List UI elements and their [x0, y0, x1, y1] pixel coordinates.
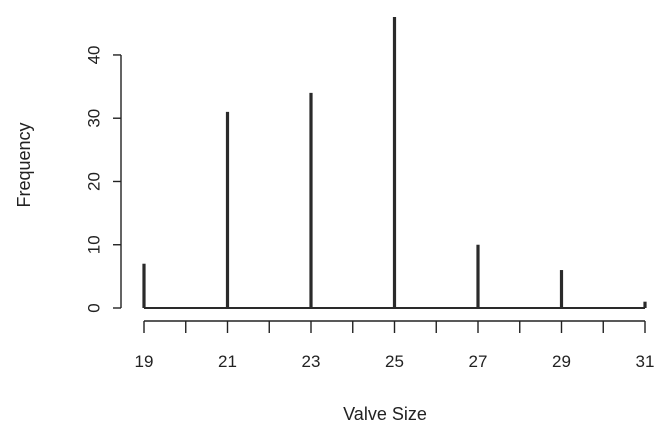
- x-axis-tick-label: 31: [636, 352, 655, 371]
- y-axis-tick-label: 0: [84, 303, 103, 312]
- x-axis-tick-label: 27: [469, 352, 488, 371]
- x-axis-title: Valve Size: [343, 404, 427, 424]
- x-axis-tick-label: 19: [135, 352, 154, 371]
- x-axis-tick-label: 23: [302, 352, 321, 371]
- bars-layer: [142, 17, 647, 309]
- y-axis-tick-label: 10: [84, 235, 103, 254]
- y-axis-title: Frequency: [14, 122, 34, 207]
- x-axis-tick-label: 21: [218, 352, 237, 371]
- x-axis: 19 21 23 25 27 29 31: [135, 320, 655, 371]
- y-axis-tick-label: 40: [84, 45, 103, 64]
- x-axis-tick-label: 29: [552, 352, 571, 371]
- x-axis-tick-label: 25: [385, 352, 404, 371]
- y-axis: 0 10 20 30 40: [84, 45, 122, 313]
- y-axis-tick-label: 20: [84, 172, 103, 191]
- y-axis-tick-label: 30: [84, 109, 103, 128]
